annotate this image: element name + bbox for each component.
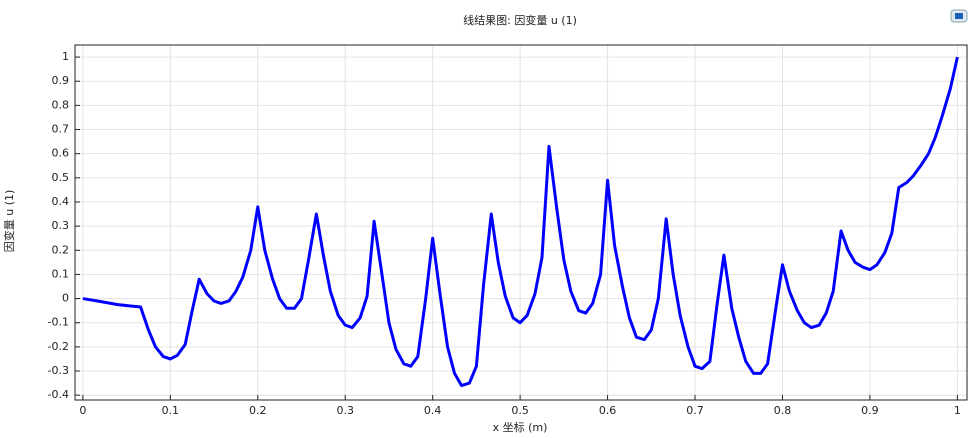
y-tick-label: -0.2 [48,340,69,353]
y-tick-label: 0.3 [52,219,70,232]
y-tick-label: 0.4 [52,195,70,208]
x-tick-label: 0 [79,404,86,417]
y-tick-label: 0 [62,292,69,305]
y-tick-label: -0.4 [48,388,69,401]
y-tick-label: 0.8 [52,98,70,111]
data-line [82,56,959,388]
y-tick-label: 0.2 [52,243,70,256]
x-tick-label: 0.8 [774,404,792,417]
y-tick-label: 0.1 [52,267,70,280]
y-tick-label: 1 [62,50,69,63]
x-tick-label: 0.9 [861,404,879,417]
y-tick-label: 0.7 [52,123,70,136]
x-tick-label: 0.6 [599,404,617,417]
x-tick-label: 0.1 [162,404,180,417]
icon-body[interactable] [955,13,963,19]
y-tick-label: 0.6 [52,147,70,160]
toolbar-icon[interactable] [950,9,968,23]
x-tick-label: 0.3 [336,404,354,417]
x-tick-label: 0.2 [249,404,267,417]
x-tick-label: 0.4 [424,404,442,417]
y-tick-label: -0.3 [48,364,69,377]
x-axis-label: x 坐标 (m) [493,420,548,434]
y-tick-label: -0.1 [48,316,69,329]
y-tick-label: 0.9 [52,74,70,87]
x-tick-label: 1 [954,404,961,417]
y-axis-label: 因变量 u (1) [2,190,16,253]
x-tick-label: 0.7 [686,404,704,417]
plot-frame [74,44,968,401]
chart-title: 线结果图: 因变量 u (1) [463,13,577,27]
x-tick-label: 0.5 [511,404,529,417]
y-tick-label: 0.5 [52,171,70,184]
